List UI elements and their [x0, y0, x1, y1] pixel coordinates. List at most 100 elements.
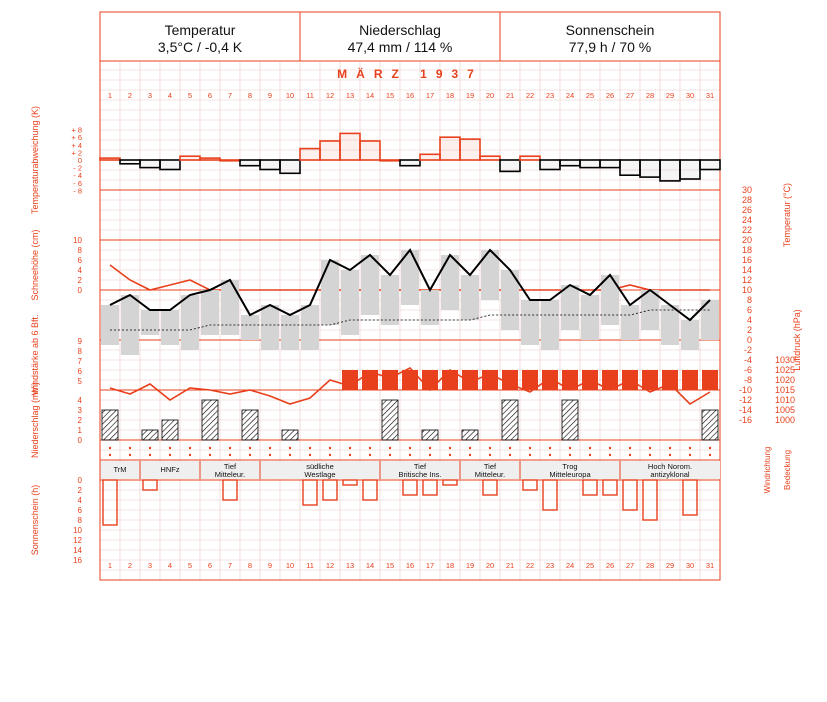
sunshine-bar: [602, 479, 618, 496]
cloud-cover-dot: [248, 446, 252, 450]
precipitation-bar: [701, 409, 719, 441]
temperature-tick-label: -12: [739, 395, 752, 405]
wind-direction-dot: [188, 453, 192, 457]
snow-tick-label: 10: [73, 236, 82, 245]
wind-direction-dot: [348, 453, 352, 457]
temperature-range-band: [261, 305, 279, 350]
wind-bar: [562, 370, 578, 390]
temperature-tick-label: 24: [742, 215, 752, 225]
temperature-range-band: [321, 260, 339, 325]
weather-type-label: antizyklonal: [650, 470, 690, 479]
wind-direction-label: Windrichtung: [763, 447, 772, 494]
temperature-range-band: [141, 310, 159, 335]
precipitation-bar: [281, 429, 299, 441]
sunshine-bar: [102, 479, 118, 526]
cloud-cover-dot: [568, 446, 572, 450]
snow-tick-label: 4: [78, 266, 83, 275]
anomaly-bar: [559, 159, 581, 167]
day-label-bottom: 31: [706, 561, 714, 570]
day-label-top: 4: [168, 91, 172, 100]
wind-direction-dot: [308, 453, 312, 457]
anomaly-tick-label: + 2: [71, 148, 82, 157]
temperature-tick-label: -4: [744, 355, 752, 365]
sunshine-bar: [582, 479, 598, 496]
header-precipitation: Niederschlag 47,4 mm / 114 %: [300, 12, 500, 61]
day-label-top: 3: [148, 91, 152, 100]
anomaly-tick-label: 0: [78, 156, 82, 165]
day-label-top: 24: [566, 91, 574, 100]
anomaly-bar: [379, 159, 401, 162]
wind-direction-dot: [368, 453, 372, 457]
wind-bar: [482, 370, 498, 390]
anomaly-tick-label: + 6: [71, 133, 82, 142]
weather-type-label: Mitteleur.: [475, 470, 505, 479]
cloud-cover-dot: [288, 446, 292, 450]
sunshine-bar: [222, 479, 238, 501]
sunshine-tick-label: 8: [78, 516, 83, 525]
cloud-cover-dot: [268, 446, 272, 450]
temperature-range-band: [521, 300, 539, 345]
temperature-max-line: [109, 248, 711, 322]
temperature-normal-line: [110, 309, 710, 331]
day-label-bottom: 14: [366, 561, 374, 570]
pressure-tick-label: 1010: [775, 395, 795, 405]
weather-type-row: [100, 461, 720, 479]
temperature-range-band: [561, 285, 579, 330]
day-label-bottom: 16: [406, 561, 414, 570]
temperature-tick-label: 0: [747, 335, 752, 345]
cloud-cover-dot: [148, 446, 152, 450]
anomaly-bar: [519, 155, 541, 161]
wind-direction-dot: [228, 453, 232, 457]
temperature-tick-label: 30: [742, 185, 752, 195]
cloud-cover-dot: [328, 446, 332, 450]
sunshine-tick-label: 2: [78, 486, 83, 495]
day-label-top: 26: [606, 91, 614, 100]
anomaly-bar: [139, 159, 161, 169]
anomaly-bar: [619, 159, 641, 176]
day-label-top: 30: [686, 91, 694, 100]
day-label-bottom: 23: [546, 561, 554, 570]
temperature-range-band: [661, 305, 679, 345]
anomaly-bar: [199, 157, 221, 161]
sunshine-bar: [482, 479, 498, 496]
wind-direction-dot: [328, 453, 332, 457]
wind-direction-dot: [248, 453, 252, 457]
pressure-line: [109, 367, 711, 406]
anomaly-bar: [599, 159, 621, 169]
cloud-cover-dot: [488, 446, 492, 450]
day-label-top: 5: [188, 91, 192, 100]
wind-bar: [642, 370, 658, 390]
sunshine-bar: [422, 479, 438, 496]
temperature-range-band: [301, 305, 319, 350]
sunshine-tick-label: 10: [73, 526, 82, 535]
temperature-range-band: [181, 295, 199, 350]
wind-bar: [702, 370, 718, 390]
temperature-tick-label: -14: [739, 405, 752, 415]
cloud-cover-dot: [648, 446, 652, 450]
anomaly-tick-label: + 4: [71, 141, 82, 150]
sunshine-tick-label: 0: [78, 476, 83, 485]
sunshine-bar: [302, 479, 318, 506]
temperature-range-band: [421, 290, 439, 325]
day-label-bottom: 22: [526, 561, 534, 570]
temperature-value: 3,5°C / -0,4 K: [157, 39, 243, 55]
day-label-top: 12: [326, 91, 334, 100]
temperature-range-band: [481, 250, 499, 300]
precipitation-bar: [381, 399, 399, 441]
day-label-top: 16: [406, 91, 414, 100]
sunshine-bar: [542, 479, 558, 511]
weather-type-label: Mitteleur.: [215, 470, 245, 479]
day-label-bottom: 30: [686, 561, 694, 570]
precipitation-bar: [101, 409, 119, 441]
day-label-bottom: 2: [128, 561, 132, 570]
cloud-cover-dot: [188, 446, 192, 450]
day-label-top: 23: [546, 91, 554, 100]
anomaly-bar: [639, 159, 661, 178]
sunshine-bar: [342, 479, 358, 486]
cloud-cover-dot: [608, 446, 612, 450]
cloud-cover-dot: [428, 446, 432, 450]
cloud-cover-dot: [688, 446, 692, 450]
sunshine-bar: [442, 479, 458, 486]
temperature-range-band: [621, 305, 639, 340]
wind-tick-label: 5: [78, 377, 83, 386]
